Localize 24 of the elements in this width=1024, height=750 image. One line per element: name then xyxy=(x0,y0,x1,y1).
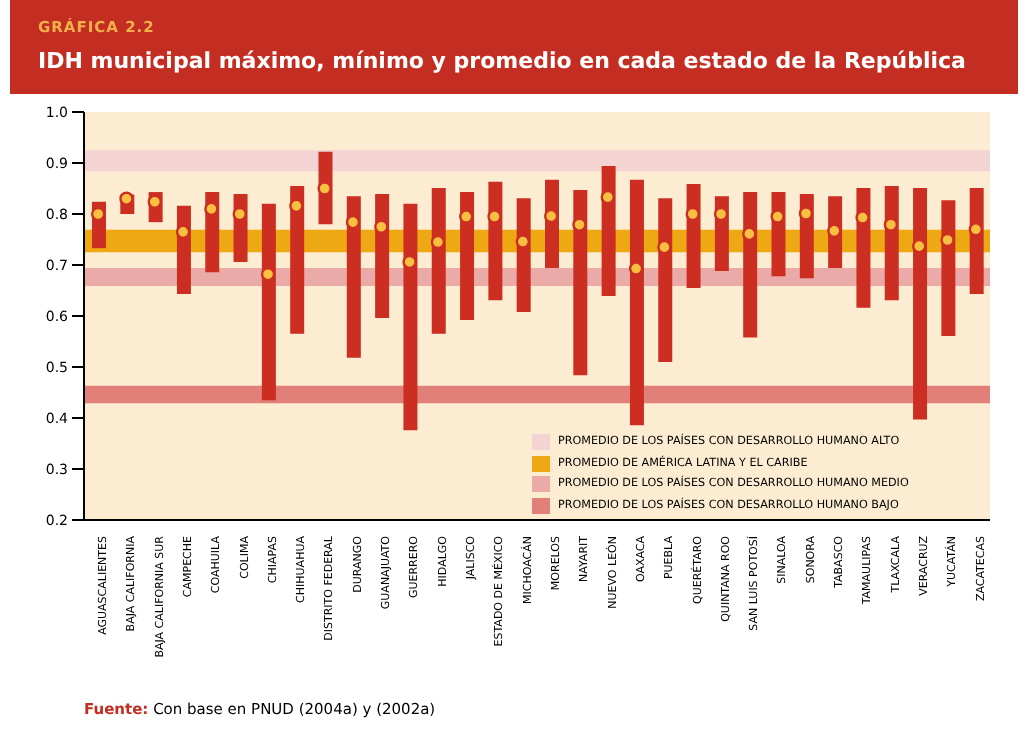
bar xyxy=(913,187,928,420)
bar xyxy=(375,194,390,319)
bar xyxy=(856,187,871,308)
bar xyxy=(488,181,503,301)
bar xyxy=(261,203,276,401)
bar xyxy=(743,192,758,338)
bar xyxy=(601,166,616,297)
bar xyxy=(884,185,899,301)
bar xyxy=(290,185,305,334)
bar xyxy=(346,196,361,358)
point xyxy=(770,209,785,224)
bar xyxy=(573,190,588,376)
chart-title: IDH municipal máximo, mínimo y promedio en cada estado de la República xyxy=(38,48,966,74)
point xyxy=(119,191,134,206)
point xyxy=(487,209,502,224)
bar xyxy=(460,192,475,321)
bar xyxy=(431,187,446,334)
bar xyxy=(969,187,984,295)
bar xyxy=(629,179,644,426)
point xyxy=(855,210,870,225)
bar xyxy=(403,203,418,431)
bar xyxy=(658,198,673,362)
point xyxy=(317,181,332,196)
bar xyxy=(941,200,956,336)
